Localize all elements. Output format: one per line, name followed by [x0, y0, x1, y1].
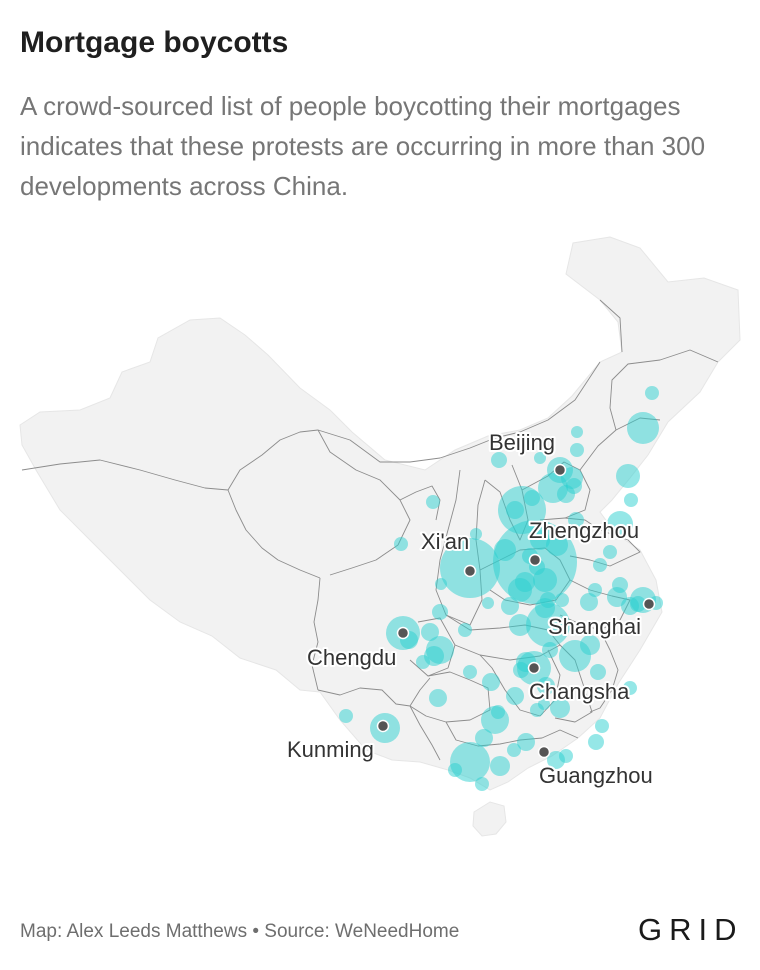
city-label-beijing: Beijing	[489, 430, 555, 455]
city-dot-kunming	[376, 719, 390, 733]
border-sichuan-yunnan	[317, 677, 431, 707]
mainland-china	[19, 236, 741, 791]
border-northeast-2	[609, 349, 719, 431]
border-shandong	[564, 517, 641, 567]
bubble	[507, 743, 521, 757]
grid-logo: GRID	[638, 912, 744, 947]
bubble	[580, 635, 600, 655]
border-qinghai-gansu	[317, 429, 411, 576]
bubble	[627, 412, 659, 444]
city-dot-changsha	[527, 661, 541, 675]
city-label-chengdu: Chengdu	[307, 645, 396, 670]
bubble	[588, 734, 604, 750]
bubble	[580, 593, 598, 611]
bubble	[517, 733, 535, 751]
bubble	[588, 583, 602, 597]
bubble	[421, 623, 439, 641]
page-subtitle: A crowd-sourced list of people boycottin…	[20, 91, 706, 201]
border-innermongolia	[317, 361, 601, 463]
bubble	[593, 558, 607, 572]
bubble	[470, 528, 482, 540]
bubble	[432, 604, 448, 620]
bubble	[616, 464, 640, 488]
bubble	[542, 642, 558, 658]
bubble	[540, 592, 556, 608]
city-dot-shanghai	[642, 597, 656, 611]
border-xinjiang-gansu	[227, 429, 319, 491]
bubble	[458, 623, 472, 637]
border-tibet-qinghai	[227, 489, 321, 579]
city-label-xian: Xi'an	[421, 529, 469, 554]
bubble	[501, 597, 519, 615]
hainan-island	[472, 801, 507, 837]
border-zhejiang-fujian	[589, 629, 619, 713]
border-xinjiang-tibet	[21, 459, 229, 491]
page-title: Mortgage boycotts	[20, 26, 289, 59]
bubble	[624, 493, 638, 507]
bubble	[339, 709, 353, 723]
city-dot-xian	[463, 564, 477, 578]
bubble	[475, 777, 489, 791]
city-label-zhengzhou: Zhengzhou	[529, 518, 639, 543]
bubble	[571, 426, 583, 438]
bubble	[590, 664, 606, 680]
city-dot-beijing	[553, 463, 567, 477]
city-dot-guangzhou	[537, 745, 551, 759]
city-dots	[376, 463, 656, 759]
bubble	[426, 495, 440, 509]
border-yunnan-guangxi	[409, 705, 441, 761]
bubble	[448, 763, 462, 777]
city-label-kunming: Kunming	[287, 737, 374, 762]
bubble	[506, 687, 524, 705]
border-northeast-3	[599, 299, 623, 353]
border-guangxi-guangdong	[445, 721, 579, 747]
bubble	[394, 537, 408, 551]
bubble	[607, 511, 633, 537]
bubble	[555, 593, 569, 607]
city-labels: Beijing Zhengzhou Xi'an Shanghai Chengdu…	[285, 428, 655, 790]
bubble	[566, 478, 582, 494]
city-label-guangzhou: Guangzhou	[539, 763, 653, 788]
city-label-changsha: Changsha	[529, 679, 630, 704]
bubble	[630, 596, 646, 612]
bubble	[491, 705, 505, 719]
bubble	[506, 501, 524, 519]
bubble	[534, 452, 546, 464]
bubble	[559, 749, 573, 763]
bubble	[416, 655, 430, 669]
bubble	[530, 703, 544, 717]
bubble	[530, 530, 550, 550]
bubble	[482, 673, 500, 691]
bubble	[494, 539, 516, 561]
bubble	[435, 578, 447, 590]
bubble	[568, 512, 584, 528]
bubble	[515, 572, 535, 592]
bubble	[482, 597, 494, 609]
border-gansu-ningxia	[399, 485, 441, 521]
bubble	[475, 729, 493, 747]
city-label-shanghai: Shanghai	[548, 614, 641, 639]
city-dot-zhengzhou	[528, 553, 542, 567]
bubble	[463, 665, 477, 679]
china-map: Beijing Zhengzhou Xi'an Shanghai Chengdu…	[19, 236, 741, 837]
border-tibet-sichuan	[311, 577, 321, 691]
bubble	[645, 386, 659, 400]
bubble	[546, 534, 568, 556]
border-hunan	[479, 649, 561, 717]
bubble	[623, 681, 637, 695]
bubble	[612, 577, 628, 593]
bubble	[550, 698, 570, 718]
bubble	[429, 689, 447, 707]
bubble	[603, 545, 617, 559]
boycott-bubbles	[339, 386, 663, 791]
bubble	[570, 443, 584, 457]
bubble	[491, 452, 507, 468]
bubble	[490, 756, 510, 776]
bubble	[524, 490, 540, 506]
bubble	[509, 614, 531, 636]
city-dot-chengdu	[396, 626, 410, 640]
footer-credit: Map: Alex Leeds Matthews • Source: WeNee…	[20, 921, 460, 942]
bubble	[537, 677, 555, 695]
bubble	[595, 719, 609, 733]
